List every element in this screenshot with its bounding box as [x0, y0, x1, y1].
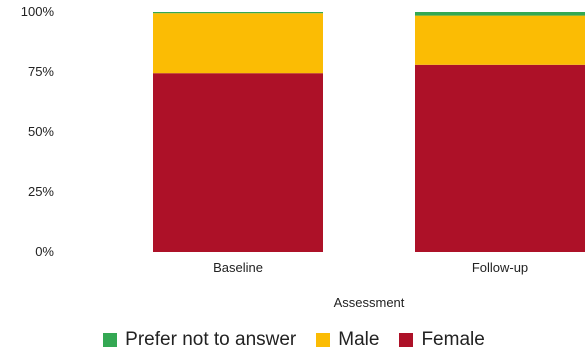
y-tick-label: 0% — [35, 244, 54, 259]
legend-item: Male — [316, 329, 379, 351]
bar-stacks — [153, 12, 585, 252]
legend-swatch — [316, 333, 331, 347]
x-category-label: Follow-up — [472, 260, 528, 275]
y-tick-label: 25% — [28, 184, 54, 199]
x-axis-labels: Baseline Follow-up — [213, 260, 528, 275]
legend-item: Female — [399, 329, 485, 351]
legend-label: Male — [338, 329, 380, 350]
legend-label: Female — [421, 329, 485, 350]
bar-segment-female — [153, 73, 323, 252]
legend-swatch — [103, 333, 118, 347]
bar-segment-male — [415, 15, 585, 65]
x-category-label: Baseline — [213, 260, 263, 275]
y-axis-ticks: 0% 25% 50% 75% 100% — [21, 4, 55, 259]
bar-segment-prefer-not-to-answer — [153, 12, 323, 14]
x-axis-title: Assessment — [334, 295, 405, 310]
legend-item: Prefer not to answer — [103, 329, 296, 351]
bar-segment-female — [415, 64, 585, 252]
bar-segment-male — [153, 13, 323, 74]
y-tick-label: 50% — [28, 124, 54, 139]
legend-label: Prefer not to answer — [125, 329, 297, 350]
chart-legend: Prefer not to answer Male Female — [0, 326, 588, 354]
y-tick-label: 100% — [21, 4, 55, 19]
legend-swatch — [399, 333, 414, 347]
bar-segment-prefer-not-to-answer — [415, 12, 585, 16]
y-tick-label: 75% — [28, 64, 54, 79]
